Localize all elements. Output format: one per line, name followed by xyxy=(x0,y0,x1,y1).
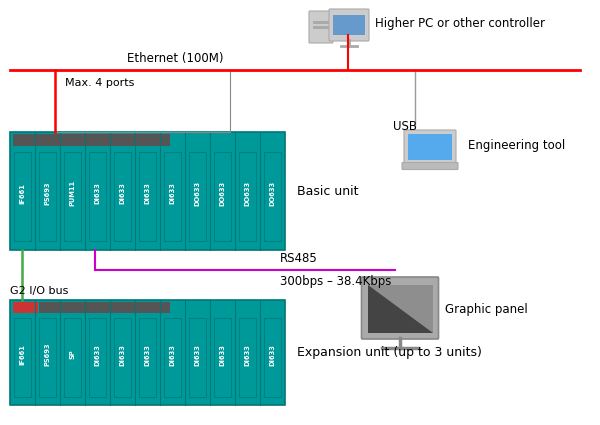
Bar xyxy=(239,152,256,241)
Bar xyxy=(114,318,131,397)
Bar xyxy=(14,152,31,241)
Text: Expansion unit (up to 3 units): Expansion unit (up to 3 units) xyxy=(297,346,482,359)
Text: DI633: DI633 xyxy=(269,344,275,366)
Bar xyxy=(39,152,56,241)
Bar xyxy=(89,152,106,241)
Bar xyxy=(13,302,37,313)
FancyBboxPatch shape xyxy=(361,277,439,339)
Text: DI633: DI633 xyxy=(119,344,125,366)
Text: Basic unit: Basic unit xyxy=(297,184,359,198)
Bar xyxy=(139,318,156,397)
Text: Higher PC or other controller: Higher PC or other controller xyxy=(375,17,545,29)
Bar xyxy=(64,318,81,397)
Text: DI633: DI633 xyxy=(245,344,251,366)
Text: SP: SP xyxy=(70,350,76,360)
Bar xyxy=(39,318,56,397)
Bar xyxy=(164,318,181,397)
Text: DI633: DI633 xyxy=(170,182,176,204)
Text: DI633: DI633 xyxy=(220,344,226,366)
Text: DI633: DI633 xyxy=(95,344,101,366)
Text: Max. 4 ports: Max. 4 ports xyxy=(65,78,134,88)
Text: RS485: RS485 xyxy=(280,252,318,265)
Text: DI633: DI633 xyxy=(119,182,125,204)
Bar xyxy=(89,318,106,397)
Bar xyxy=(408,134,452,160)
Text: G2 I/O bus: G2 I/O bus xyxy=(10,286,68,296)
Bar xyxy=(10,300,285,405)
Bar xyxy=(13,134,170,146)
Bar xyxy=(39,302,170,313)
Bar xyxy=(114,152,131,241)
Bar xyxy=(55,70,230,132)
Bar xyxy=(239,318,256,397)
Text: DI633: DI633 xyxy=(145,344,151,366)
Bar xyxy=(189,152,206,241)
Text: IF661: IF661 xyxy=(19,183,25,204)
Text: DI633: DI633 xyxy=(194,344,200,366)
Text: DO633: DO633 xyxy=(269,181,275,206)
Bar xyxy=(367,285,433,333)
Bar xyxy=(164,152,181,241)
Bar xyxy=(264,318,281,397)
Bar xyxy=(64,152,81,241)
Polygon shape xyxy=(367,285,433,333)
Bar xyxy=(264,152,281,241)
Bar xyxy=(333,15,365,35)
Text: PS693: PS693 xyxy=(44,181,50,205)
Text: DO633: DO633 xyxy=(220,181,226,206)
FancyBboxPatch shape xyxy=(329,9,369,41)
FancyBboxPatch shape xyxy=(309,11,333,43)
Bar xyxy=(313,26,329,28)
Text: 300bps – 38.4Kbps: 300bps – 38.4Kbps xyxy=(280,275,391,288)
Text: DO633: DO633 xyxy=(194,181,200,206)
FancyBboxPatch shape xyxy=(402,162,458,170)
Bar xyxy=(214,152,231,241)
Text: Ethernet (100M): Ethernet (100M) xyxy=(127,52,223,65)
FancyBboxPatch shape xyxy=(404,130,456,164)
Bar xyxy=(313,21,329,24)
Bar xyxy=(14,318,31,397)
Text: Engineering tool: Engineering tool xyxy=(468,139,565,151)
Text: PUM11: PUM11 xyxy=(70,180,76,207)
Bar xyxy=(189,318,206,397)
Bar xyxy=(10,132,285,250)
Text: DI633: DI633 xyxy=(145,182,151,204)
Text: USB: USB xyxy=(393,120,417,133)
Text: IF661: IF661 xyxy=(19,344,25,365)
Text: DI633: DI633 xyxy=(170,344,176,366)
Bar xyxy=(214,318,231,397)
Text: Graphic panel: Graphic panel xyxy=(445,303,528,317)
Text: DO633: DO633 xyxy=(245,181,251,206)
Text: PS693: PS693 xyxy=(44,343,50,366)
Bar xyxy=(139,152,156,241)
Text: DI633: DI633 xyxy=(95,182,101,204)
